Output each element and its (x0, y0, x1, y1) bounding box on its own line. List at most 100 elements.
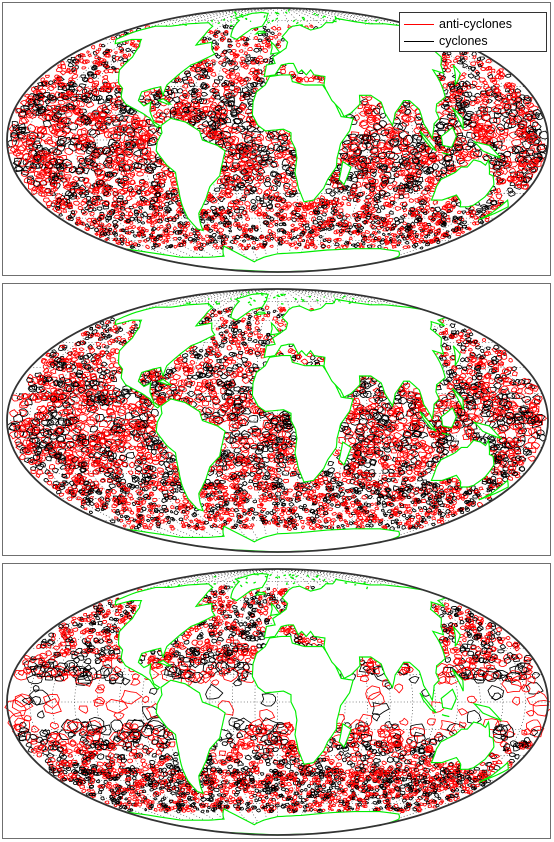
anticyclone-contour (85, 228, 90, 231)
cyclone-contour (329, 191, 337, 197)
cyclone-contour (200, 68, 207, 74)
anticyclone-contour (204, 226, 209, 230)
cyclone-contour (469, 83, 477, 89)
anticyclone-contour (270, 231, 277, 236)
cyclone-contour (284, 169, 292, 176)
land-mass (440, 126, 457, 148)
land-mass (230, 11, 270, 41)
arctic-fragment (374, 18, 380, 22)
cyclone-contour (158, 509, 165, 514)
cyclone-contour (354, 216, 362, 222)
cyclone-contour (243, 41, 249, 45)
cyclone-contour (57, 109, 66, 115)
anticyclone-contour (140, 500, 147, 505)
anticyclone-contour (256, 212, 262, 217)
cyclone-contour (128, 109, 138, 116)
anticyclone-contour (416, 222, 421, 227)
anticyclone-contour (277, 197, 284, 202)
anticyclone-contour (35, 172, 45, 180)
anticyclone-contour (235, 39, 239, 43)
anticyclone-contour (155, 211, 163, 217)
cyclone-contour (502, 151, 512, 158)
anticyclone-contour (220, 32, 224, 36)
anticyclone-contour (264, 238, 269, 242)
land-mass (338, 160, 352, 186)
anticyclone-contour (131, 120, 141, 129)
anticyclone-contour (99, 104, 108, 110)
anticyclone-contour (122, 150, 134, 159)
anticyclone-contour (342, 224, 347, 229)
cyclone-contour (398, 396, 409, 405)
anticyclone-contour (412, 239, 417, 244)
anticyclone-contour (55, 193, 62, 200)
cyclone-contour (168, 244, 174, 249)
anticyclone-contour (408, 492, 415, 498)
anticyclone-contour (60, 106, 68, 113)
cyclone-contour (302, 487, 309, 492)
cyclone-contour (201, 84, 209, 91)
anticyclone-contour (32, 156, 42, 165)
anticyclone-contour (507, 161, 519, 169)
cyclone-contour (265, 339, 271, 345)
cyclone-contour (35, 386, 45, 394)
cyclone-contour (140, 221, 146, 225)
anticyclone-contour (240, 157, 250, 163)
cyclone-contour (426, 482, 433, 486)
anticyclone-contour (74, 107, 83, 114)
anticyclone-contour (150, 105, 156, 112)
cyclone-contour (477, 63, 483, 68)
anticyclone-contour (19, 99, 28, 106)
cyclone-contour (312, 219, 320, 225)
anticyclone-contour (152, 219, 159, 224)
cyclone-contour (420, 199, 428, 205)
anticyclone-contour (68, 70, 73, 75)
cyclone-contour (453, 95, 464, 102)
anticyclone-contour (417, 155, 429, 164)
cyclone-contour (239, 196, 246, 202)
cyclone-contour (288, 502, 295, 507)
cyclone-contour (69, 392, 79, 398)
anticyclone-contour (333, 229, 338, 235)
anticyclone-contour (87, 77, 94, 83)
anticyclone-contour (89, 222, 94, 226)
cyclone-contour (227, 59, 233, 65)
anticyclone-contour (145, 484, 152, 490)
cyclone-contour (362, 390, 372, 399)
anticyclone-contour (37, 169, 46, 176)
anticyclone-contour (114, 56, 121, 61)
cyclone-contour (32, 98, 42, 106)
cyclone-contour (148, 233, 154, 237)
cyclone-contour (214, 104, 224, 112)
cyclone-contour (283, 182, 291, 189)
cyclone-contour (200, 82, 208, 89)
anticyclone-contour (195, 92, 202, 98)
cyclone-contour (223, 23, 230, 29)
anticyclone-contour (64, 489, 70, 494)
cyclone-contour (398, 181, 406, 190)
cyclone-contour (203, 211, 209, 215)
cyclone-contour (487, 439, 497, 449)
anticyclone-contour (385, 434, 395, 441)
anticyclone-contour (223, 175, 233, 183)
anticyclone-contour (400, 113, 412, 122)
anticyclone-contour (220, 38, 225, 43)
anticyclone-contour (242, 209, 248, 216)
anticyclone-contour (215, 327, 220, 331)
arctic-fragment (292, 18, 298, 23)
cyclone-contour (43, 411, 55, 422)
anticyclone-contour (95, 231, 101, 236)
cyclone-contour (447, 83, 456, 90)
anticyclone-contour (64, 384, 72, 391)
cyclone-contour (351, 183, 358, 189)
anticyclone-contour (192, 64, 198, 68)
anticyclone-contour (239, 79, 248, 87)
cyclone-contour (101, 227, 107, 232)
anticyclone-contour (423, 224, 430, 230)
arctic-fragment (284, 11, 288, 15)
anticyclone-contour (102, 85, 111, 91)
anticyclone-contour (481, 404, 493, 412)
anticyclone-contour (66, 91, 74, 98)
anticyclone-contour (34, 176, 44, 183)
cyclone-contour (172, 214, 180, 220)
anticyclone-contour (452, 219, 459, 224)
